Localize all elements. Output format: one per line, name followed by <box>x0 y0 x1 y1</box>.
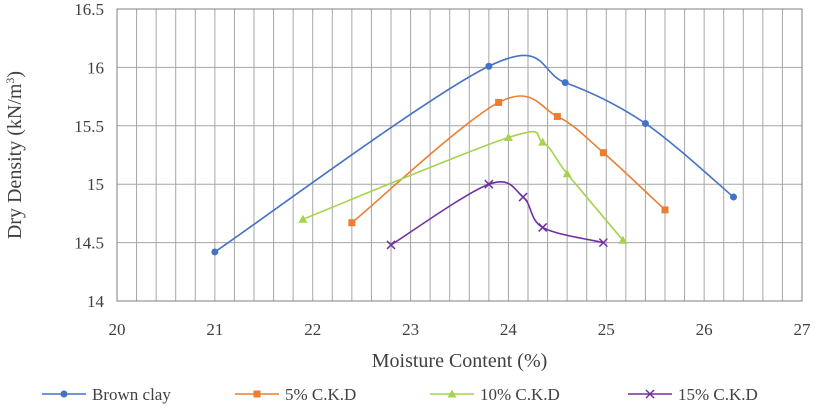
data-point <box>561 79 569 87</box>
data-point <box>348 219 356 227</box>
x-axis-title: Moisture Content (%) <box>372 350 548 372</box>
legend-marker <box>447 389 457 398</box>
legend: Brown clay 5% C.K.D 10% C.K.D 15% C.K.D <box>42 385 758 404</box>
y-axis-title: Dry Density (kN/m3) <box>3 71 26 239</box>
data-point <box>730 193 737 201</box>
x-tick-label: 24 <box>500 320 518 339</box>
x-tick-label: 22 <box>304 320 321 339</box>
data-point <box>484 179 494 189</box>
series-line <box>390 181 604 246</box>
legend-marker <box>60 390 68 398</box>
legend-item: 5% C.K.D <box>235 385 356 404</box>
legend-marker <box>253 390 261 398</box>
data-point <box>485 62 493 70</box>
series-1 <box>211 54 737 256</box>
legend-item: 15% C.K.D <box>628 385 758 404</box>
legend-item: 10% C.K.D <box>430 385 560 404</box>
legend-item: Brown clay <box>42 385 171 404</box>
series-4 <box>386 179 608 250</box>
y-axis-title-text: Dry Density (kN/m <box>4 83 26 239</box>
legend-label: 5% C.K.D <box>285 385 356 404</box>
data-point <box>641 119 649 127</box>
x-tick-label: 26 <box>696 320 713 339</box>
data-point <box>495 98 503 106</box>
data-point <box>538 137 548 146</box>
legend-label: Brown clay <box>92 385 171 404</box>
x-tick-label: 27 <box>794 320 812 339</box>
series-3 <box>298 130 628 244</box>
series-line <box>351 95 666 224</box>
data-point <box>211 248 219 256</box>
y-axis-title-superscript: 3 <box>3 78 17 84</box>
tick-labels: 20 21 22 23 24 25 26 27 14 14.5 15 15.5 16 16.5 <box>74 0 811 339</box>
x-tick-label: 21 <box>206 320 223 339</box>
data-point <box>538 222 548 232</box>
series-layer <box>211 54 737 256</box>
legend-label: 15% C.K.D <box>678 385 758 404</box>
y-tick-label: 16 <box>87 58 104 77</box>
y-axis-title-end: ) <box>4 71 26 78</box>
data-point <box>518 192 528 202</box>
plot-area <box>116 8 803 302</box>
data-point <box>599 149 607 157</box>
legend-label: 10% C.K.D <box>480 385 560 404</box>
data-point <box>562 169 572 178</box>
x-tick-label: 25 <box>598 320 615 339</box>
y-tick-label: 14.5 <box>74 234 104 253</box>
data-point <box>661 206 669 214</box>
data-point <box>298 214 308 223</box>
y-tick-label: 15.5 <box>74 117 104 136</box>
series-2 <box>348 95 669 227</box>
data-point <box>618 235 628 244</box>
y-tick-label: 15 <box>87 175 104 194</box>
data-point <box>503 132 513 141</box>
series-line <box>302 130 624 241</box>
data-point <box>553 112 561 120</box>
x-tick-label: 23 <box>402 320 419 339</box>
series-line <box>214 54 735 253</box>
x-tick-label: 20 <box>109 320 126 339</box>
data-point <box>598 238 608 248</box>
y-tick-label: 16.5 <box>74 0 104 19</box>
data-point <box>386 240 396 250</box>
y-tick-label: 14 <box>87 292 105 311</box>
legend-marker <box>645 389 655 399</box>
